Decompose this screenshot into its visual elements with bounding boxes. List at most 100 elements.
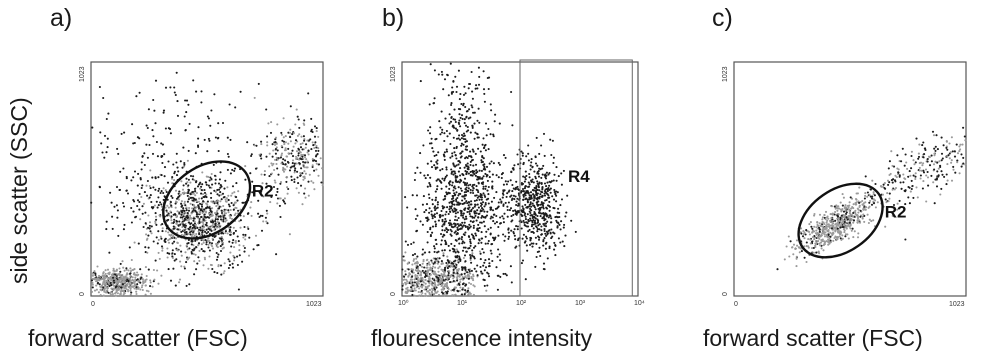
- panel-c-event-dot: [835, 204, 838, 207]
- panel-a-event-dot: [227, 194, 230, 197]
- panel-a-event-dot: [214, 222, 217, 225]
- panel-a-event-dot: [147, 290, 150, 293]
- panel-c-event-dot: [834, 226, 838, 229]
- panel-a-event-dot: [215, 226, 219, 229]
- panel-a-event-dot: [174, 189, 178, 192]
- panel-c-event-dot: [864, 175, 867, 178]
- panel-b-event-dot: [487, 76, 491, 79]
- panel-b-event-dot: [442, 286, 445, 289]
- panel-c-event-dot: [936, 161, 939, 164]
- panel-b-event-dot: [426, 216, 429, 219]
- panel-c-event-dot: [839, 220, 842, 223]
- panel-a-event-dot: [202, 200, 205, 203]
- panel-b-event-dot: [469, 150, 472, 153]
- panel-a-event-dot: [112, 289, 115, 292]
- panel-c-event-dot: [902, 173, 905, 176]
- panel-b-event-dot: [425, 209, 428, 212]
- panel-b-event-dot: [544, 173, 547, 176]
- panel-b-event-dot: [506, 205, 509, 208]
- panel-a-event-dot: [149, 187, 152, 190]
- panel-b-event-dot: [415, 257, 418, 260]
- panel-a-event-dot: [191, 248, 194, 251]
- panel-c-event-dot: [843, 231, 846, 234]
- panel-b-event-dot: [539, 193, 542, 196]
- panel-a-event-dot: [133, 141, 136, 145]
- panel-a-event-dot: [184, 99, 187, 102]
- panel-a-event-dot: [270, 162, 273, 165]
- panel-b-event-dot: [464, 268, 467, 271]
- panel-b-event-dot: [464, 163, 468, 167]
- panel-a-event-dot: [166, 252, 169, 255]
- panel-a-event-dot: [210, 172, 213, 176]
- panel-a-event-dot: [187, 188, 190, 191]
- panel-c-event-dot: [864, 201, 867, 204]
- panel-a-event-dot: [145, 184, 148, 187]
- panel-c-event-dot: [839, 201, 842, 204]
- panel-b-event-dot: [467, 187, 470, 190]
- panel-a-event-dot: [125, 189, 128, 192]
- panel-c-event-dot: [820, 225, 823, 228]
- panel-a-event-dot: [279, 215, 282, 219]
- panel-a-event-dot: [198, 207, 201, 210]
- panel-b-event-dot: [446, 267, 449, 270]
- panel-a-event-dot: [213, 229, 216, 232]
- panel-a-event-dot: [201, 231, 204, 234]
- panel-c-event-dot: [834, 229, 837, 232]
- panel-b-event-dot: [462, 256, 465, 260]
- panel-a-event-dot: [288, 131, 291, 134]
- panel-c-event-dot: [814, 232, 818, 235]
- panel-a-event-dot: [215, 242, 218, 245]
- panel-a-event-dot: [184, 218, 187, 221]
- panel-a-event-dot: [175, 197, 179, 200]
- panel-b-event-dot: [463, 241, 466, 244]
- panel-a-event-dot: [185, 182, 188, 185]
- panel-b-event-dot: [434, 190, 437, 193]
- panel-a-event-dot: [227, 155, 230, 158]
- panel-a-event-dot: [189, 181, 192, 184]
- panel-a-event-dot: [265, 209, 268, 212]
- panel-b-event-dot: [564, 215, 567, 218]
- panel-b-event-dot: [419, 280, 422, 283]
- panel-a-event-dot: [229, 138, 232, 141]
- panel-b-event-dot: [450, 171, 453, 174]
- panel-a-event-dot: [112, 267, 115, 270]
- panel-a-event-dot: [114, 286, 117, 289]
- panel-a-event-dot: [280, 152, 284, 155]
- panel-a-event-dot: [110, 284, 113, 287]
- panel-a-event-dot: [276, 149, 279, 152]
- panel-b-event-dot: [481, 156, 484, 159]
- panel-b-event-dot: [540, 212, 543, 215]
- panel-b-event-dot: [479, 150, 482, 153]
- panel-b-event-dot: [502, 183, 505, 186]
- panel-b-event-dot: [524, 278, 527, 281]
- panel-b-event-dot: [522, 190, 525, 193]
- panel-b-event-dot: [475, 212, 478, 215]
- panel-a-event-dot: [156, 269, 159, 272]
- panel-b-event-dot: [524, 218, 527, 221]
- panel-a-event-dot: [160, 237, 163, 240]
- panel-a-event-dot: [161, 223, 164, 226]
- panel-b-event-dot: [450, 274, 453, 277]
- panel-b-event-dot: [511, 124, 514, 127]
- panel-b-event-dot: [440, 288, 443, 291]
- panel-a-event-dot: [242, 244, 245, 247]
- panel-b-event-dot: [520, 191, 523, 194]
- panel-c-event-dot: [951, 150, 954, 153]
- panel-a-event-dot: [134, 215, 138, 218]
- panel-b-event-dot: [527, 230, 530, 233]
- panel-c-event-dot: [824, 228, 827, 231]
- panel-b-event-dot: [476, 136, 479, 139]
- panel-b-event-dot: [502, 217, 505, 220]
- panel-b-event-dot: [454, 239, 457, 242]
- panel-b-event-dot: [414, 171, 417, 175]
- panel-b-event-dot: [476, 203, 479, 206]
- panel-a-event-dot: [215, 258, 219, 261]
- panel-a-event-dot: [231, 262, 234, 265]
- panel-a-event-dot: [244, 178, 247, 181]
- panel-b-event-dot: [419, 220, 422, 223]
- panel-b-event-dot: [455, 198, 458, 201]
- panel-c-event-dot: [864, 192, 867, 195]
- panel-b-event-dot: [482, 208, 485, 211]
- panel-b-event-dot: [449, 228, 452, 231]
- panel-b-event-dot: [548, 229, 551, 232]
